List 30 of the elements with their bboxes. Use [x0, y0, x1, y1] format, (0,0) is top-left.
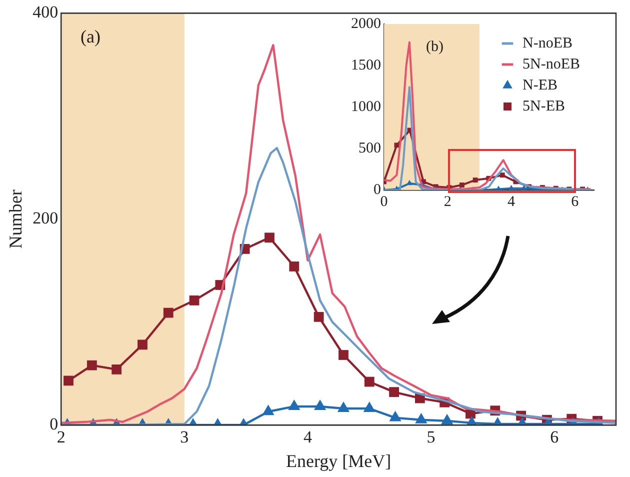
annotation: (b)	[426, 39, 444, 56]
y-tick-label: 200	[32, 208, 58, 228]
y-tick-label: 1000	[351, 98, 381, 115]
point	[508, 184, 514, 190]
y-tick-label: 1500	[351, 57, 381, 74]
y-tick-label: 0	[374, 182, 381, 198]
legend-label: N-EB	[522, 77, 558, 94]
point	[394, 142, 400, 148]
x-axis-title: Energy [MeV]	[286, 450, 392, 471]
y-tick-label: 400	[32, 2, 58, 22]
y-axis-title: Number	[6, 190, 26, 249]
x-tick-label: 4	[508, 194, 516, 210]
point	[520, 184, 528, 190]
x-tick-label: 6	[550, 428, 559, 447]
annotation: (a)	[80, 26, 101, 47]
x-tick-label: 4	[303, 428, 312, 447]
legend-label: 5N-noEB	[522, 56, 580, 72]
legend-label: N-noEB	[522, 35, 573, 52]
x-tick-label: 5	[426, 428, 436, 447]
x-tick-label: 2	[444, 194, 452, 210]
legend-label: 5N-EB	[522, 98, 566, 114]
y-tick-label: 500	[358, 140, 381, 156]
x-tick-label: 6	[571, 194, 580, 210]
x-tick-label: 3	[180, 428, 189, 447]
point	[472, 178, 478, 183]
x-tick-label: 2	[56, 428, 66, 447]
point	[500, 172, 505, 178]
y-tick-label: 0	[50, 414, 58, 434]
y-tick-label: 2000	[351, 16, 381, 32]
point	[459, 182, 464, 188]
